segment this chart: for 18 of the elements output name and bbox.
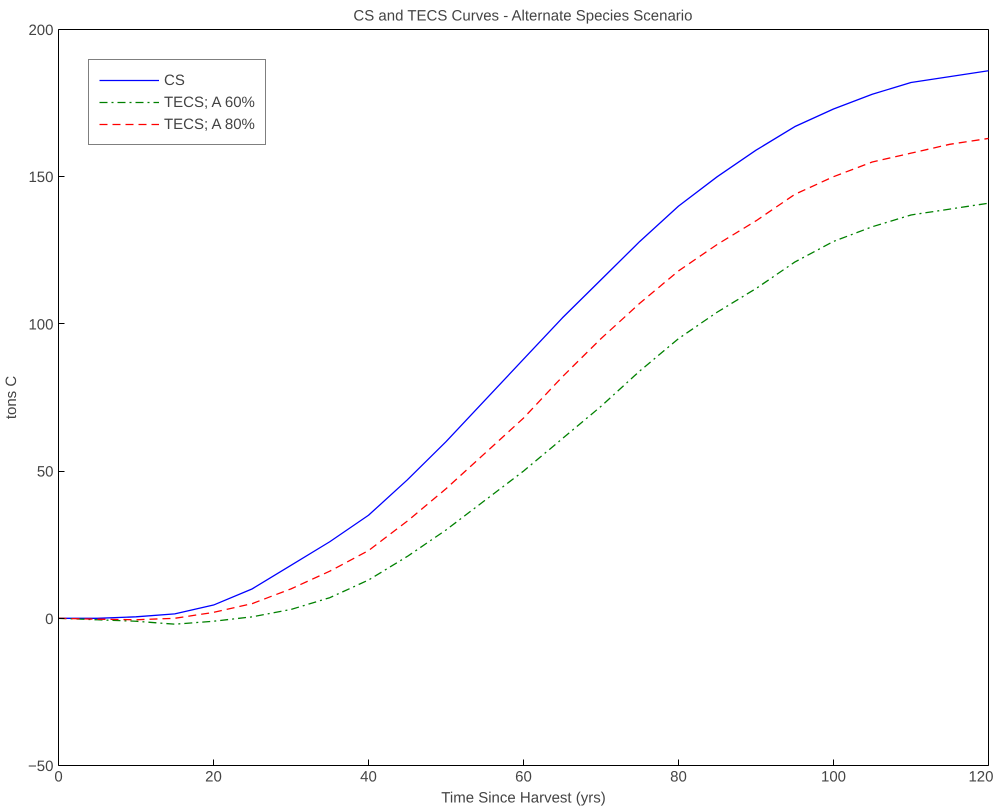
y-tick-label: 100	[28, 316, 54, 334]
y-tick-label: 0	[45, 610, 54, 628]
x-tick-label: 120	[968, 768, 993, 786]
chart-title: CS and TECS Curves - Alternate Species Scenario	[353, 8, 692, 24]
x-tick-label: 60	[515, 768, 532, 786]
y-tick-label: −50	[28, 758, 54, 775]
legend-label: CS	[164, 72, 185, 88]
legend-label: TECS; A 80%	[164, 116, 255, 132]
x-tick-label: 20	[205, 768, 222, 786]
y-tick-label: 50	[36, 464, 54, 481]
y-tick-label: 200	[28, 22, 54, 39]
x-tick-label: 100	[820, 768, 846, 786]
x-tick-label: 40	[360, 768, 377, 786]
y-axis-title: tons C	[3, 376, 20, 420]
y-tick-label: 150	[28, 169, 54, 186]
x-axis-title: Time Since Harvest (yrs)	[441, 790, 606, 806]
legend-label: TECS; A 60%	[164, 94, 255, 110]
x-tick-label: 80	[670, 768, 687, 786]
